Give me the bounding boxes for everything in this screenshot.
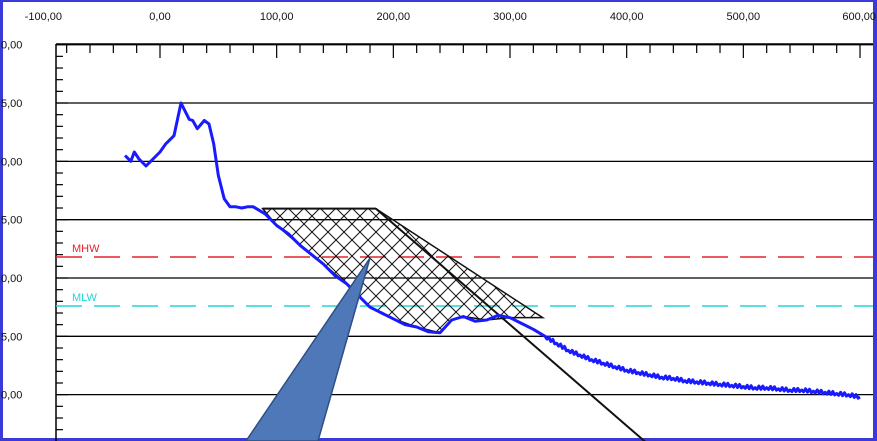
x-tick-label: 400,00 [610, 11, 644, 23]
x-tick-label: 0,00 [149, 11, 170, 23]
structure-slope-line [375, 207, 646, 441]
x-tick-label: -100,00 [25, 11, 62, 23]
x-tick-label: 200,00 [377, 11, 411, 23]
profile-series [123, 101, 861, 400]
reference-label-mlw: MLW [72, 292, 97, 304]
callout-triangle [245, 257, 371, 441]
x-tick-label: 100,00 [260, 11, 294, 23]
y-tick-label: 0,00 [1, 156, 22, 168]
y-tick-label: 0,00 [1, 273, 22, 285]
y-tick-label: 5,00 [1, 98, 22, 110]
x-tick-label: 500,00 [727, 11, 761, 23]
reference-lines: MHW MLW [56, 243, 873, 307]
callout-pointer [245, 257, 371, 441]
y-tick-label: 5,00 [1, 331, 22, 343]
x-tick-label: 300,00 [493, 11, 527, 23]
profile-line [123, 101, 861, 400]
grid-lines [56, 44, 873, 396]
structure-hatched-area [261, 207, 546, 334]
y-tick-label: 0,00 [1, 40, 22, 52]
x-tick-label: 600,00 [842, 11, 876, 23]
y-tick-label: 5,00 [1, 215, 22, 227]
y-tick-label: 0,00 [1, 390, 22, 402]
axes: -100,00 0,00 100,00 200,00 300,00 400,00 500,0… [1, 11, 876, 441]
reference-label-mhw: MHW [72, 243, 100, 255]
